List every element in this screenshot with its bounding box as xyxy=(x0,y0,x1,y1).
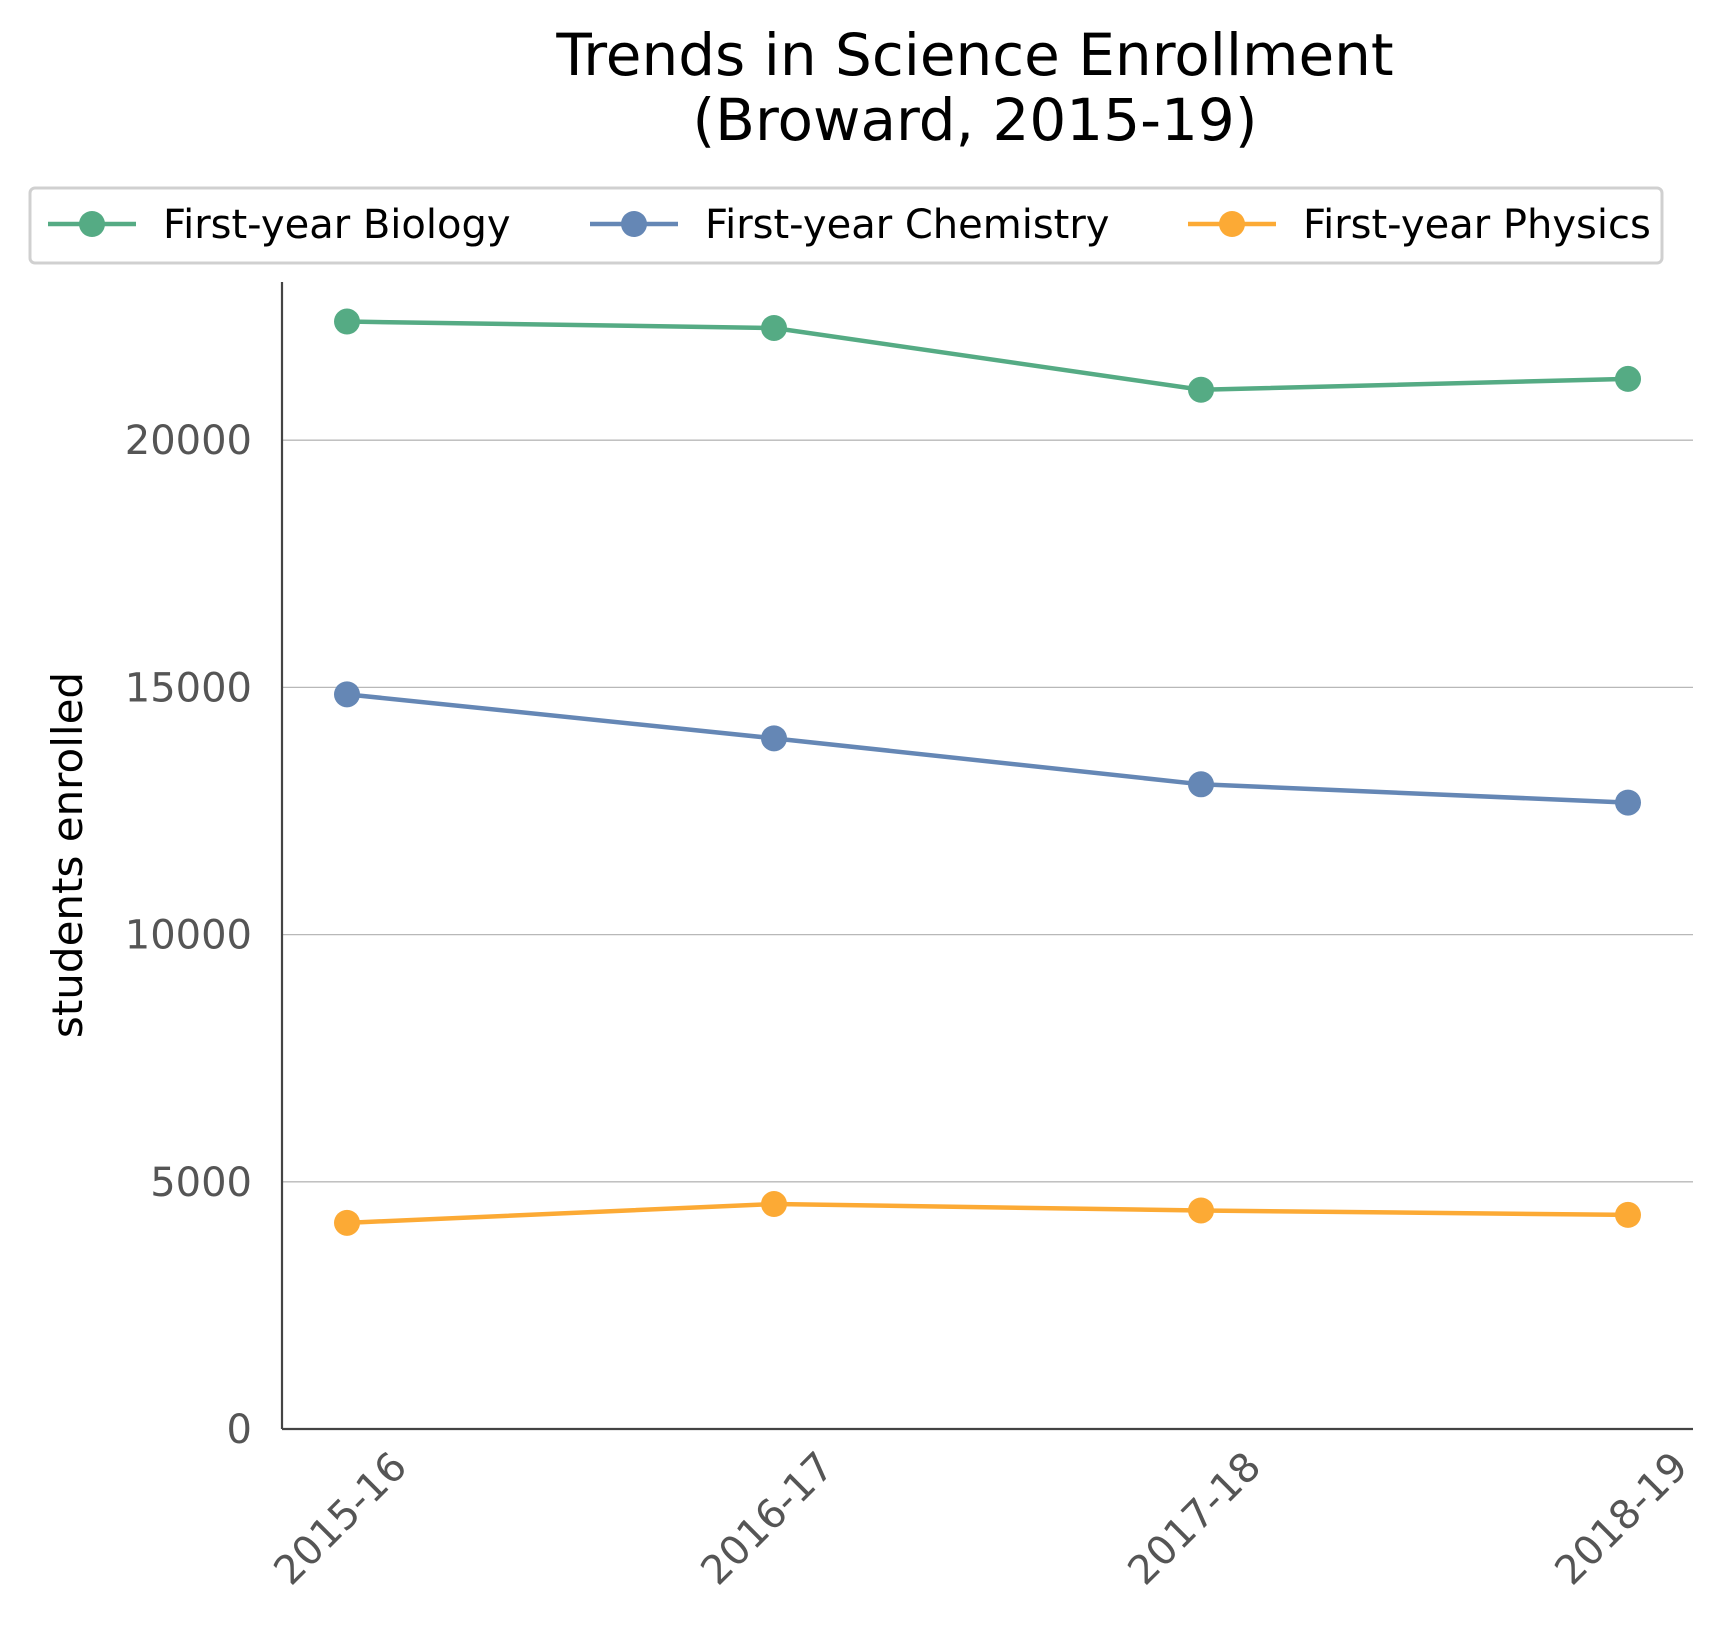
series-first-year-biology xyxy=(334,308,1641,403)
legend-label: First-year Physics xyxy=(1303,202,1651,248)
data-point-first-year-physics xyxy=(761,1191,787,1218)
x-tick-label: 2018-19 xyxy=(1546,1444,1697,1595)
grid-lines xyxy=(282,439,1693,1183)
legend-label: First-year Chemistry xyxy=(705,202,1109,248)
x-tick-label: 2016-17 xyxy=(692,1444,843,1595)
data-point-first-year-biology xyxy=(334,308,360,335)
series-first-year-chemistry xyxy=(334,681,1641,816)
data-series xyxy=(334,308,1641,1236)
y-tick-labels: 0 5000 10000 15000 20000 xyxy=(125,418,252,1453)
x-tick-labels: 2015-16 2016-17 2017-18 2018-19 xyxy=(265,1444,1697,1595)
data-point-first-year-physics xyxy=(1615,1201,1641,1228)
data-point-first-year-chemistry xyxy=(761,725,787,752)
data-point-first-year-biology xyxy=(1188,376,1214,403)
data-point-first-year-chemistry xyxy=(1615,789,1641,816)
data-point-first-year-physics xyxy=(1188,1197,1214,1224)
y-tick-label: 10000 xyxy=(125,913,252,959)
axes xyxy=(280,282,1693,1431)
x-tick-label: 2017-18 xyxy=(1119,1444,1270,1595)
legend: First-year Biology First-year Chemistry Fi… xyxy=(28,186,1664,265)
legend-swatch-marker xyxy=(621,211,647,237)
x-tick-label: 2015-16 xyxy=(265,1444,416,1595)
legend-box xyxy=(28,186,1664,265)
series-line-first-year-physics xyxy=(346,1201,1629,1226)
y-tick-label: 0 xyxy=(227,1407,252,1453)
y-tick-label: 5000 xyxy=(150,1160,252,1206)
legend-swatch-marker xyxy=(79,211,105,237)
series-line-first-year-biology xyxy=(346,319,1629,393)
series-first-year-physics xyxy=(334,1191,1641,1236)
series-line-first-year-chemistry xyxy=(346,692,1629,805)
legend-swatch-marker xyxy=(1219,211,1245,237)
legend-label: First-year Biology xyxy=(163,202,511,248)
legend-entry-first-year-physics: First-year Physics xyxy=(1188,202,1651,248)
data-point-first-year-biology xyxy=(1615,365,1641,392)
chart-title-line-1: Trends in Science Enrollment xyxy=(555,21,1393,89)
data-point-first-year-biology xyxy=(761,314,787,341)
chart-title-line-2: (Broward, 2015-19) xyxy=(693,86,1258,154)
y-tick-label: 15000 xyxy=(125,665,252,711)
y-axis-label: students enrolled xyxy=(43,672,92,1038)
data-point-first-year-chemistry xyxy=(1188,771,1214,798)
legend-entry-first-year-biology: First-year Biology xyxy=(48,202,511,248)
legend-entry-first-year-chemistry: First-year Chemistry xyxy=(590,202,1109,248)
data-point-first-year-chemistry xyxy=(334,681,360,708)
data-point-first-year-physics xyxy=(334,1209,360,1236)
y-tick-label: 20000 xyxy=(125,418,252,464)
